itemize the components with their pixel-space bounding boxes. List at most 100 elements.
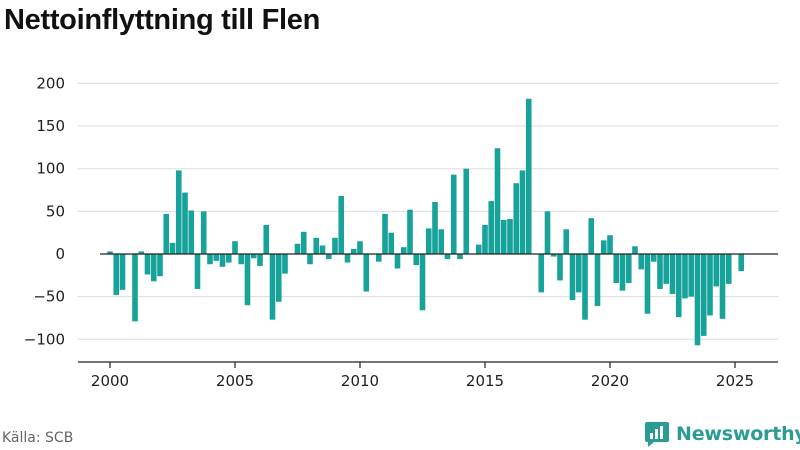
bar <box>619 254 626 291</box>
x-tick-label: 2020 <box>591 372 629 390</box>
bar <box>400 247 407 254</box>
bar <box>163 213 170 254</box>
bar <box>475 244 482 254</box>
bars <box>107 98 745 346</box>
bar <box>275 254 282 302</box>
bar <box>482 225 488 254</box>
bar <box>388 232 395 254</box>
bar <box>419 254 426 311</box>
bar <box>432 201 438 254</box>
bar <box>238 254 245 265</box>
bar <box>232 241 238 254</box>
bar <box>157 254 163 277</box>
bar <box>644 254 651 314</box>
bar <box>669 254 676 295</box>
bar <box>350 248 357 254</box>
bar <box>394 254 401 269</box>
bar <box>325 254 332 260</box>
bar <box>194 254 201 289</box>
bar <box>269 254 276 320</box>
bar <box>425 228 432 254</box>
bar <box>138 251 145 254</box>
bar <box>513 183 520 254</box>
bar <box>582 254 588 320</box>
bar <box>150 254 157 282</box>
bar <box>169 242 176 254</box>
bar <box>563 229 570 254</box>
bar <box>675 254 682 318</box>
bar <box>244 254 251 306</box>
axes: 200 150 100 50 0 −50 −100 2000 2005 2010 2015 2020 2… <box>24 74 778 390</box>
bar <box>407 209 413 254</box>
bar <box>575 254 582 293</box>
bar <box>525 98 532 254</box>
bar <box>694 254 701 346</box>
x-tick-label: 2010 <box>341 372 379 390</box>
newsworthy-logo-icon <box>645 422 669 447</box>
bar <box>113 254 120 295</box>
bar <box>382 213 388 254</box>
bar <box>719 254 726 319</box>
bar <box>713 254 720 287</box>
bar <box>332 237 338 254</box>
bar <box>607 235 613 254</box>
bar <box>413 254 420 266</box>
y-tick-label: −50 <box>33 288 65 306</box>
x-tick-label: 2025 <box>716 372 754 390</box>
bar <box>625 254 632 283</box>
bar <box>213 254 220 261</box>
bar <box>450 174 457 254</box>
bar <box>657 254 663 289</box>
bar <box>682 254 688 299</box>
newsworthy-logo[interactable]: Newsworthy <box>644 420 800 448</box>
bar <box>663 254 670 284</box>
newsworthy-logo-text: Newsworthy <box>676 423 800 445</box>
bar <box>688 254 695 297</box>
y-tick-label: −100 <box>24 330 65 348</box>
bar <box>500 219 507 254</box>
bar <box>632 246 638 254</box>
bar <box>638 254 645 270</box>
bar <box>444 254 451 260</box>
bar <box>132 254 138 322</box>
bar <box>263 225 270 254</box>
bar <box>250 254 257 259</box>
y-tick-label: 150 <box>36 117 65 135</box>
source-note: Källa: SCB <box>2 430 74 446</box>
bar <box>207 254 213 265</box>
bar <box>375 254 382 262</box>
bar <box>600 240 607 254</box>
bar <box>107 251 113 254</box>
bar <box>282 254 288 274</box>
bar <box>344 254 351 263</box>
bar <box>700 254 707 336</box>
bar <box>363 254 370 292</box>
bar <box>307 254 313 265</box>
x-tick-label: 2005 <box>216 372 254 390</box>
bar <box>219 254 226 267</box>
bar <box>338 196 345 254</box>
bar <box>313 237 320 254</box>
bar <box>294 243 301 254</box>
bar <box>488 201 495 254</box>
bar <box>538 254 545 293</box>
bar <box>650 254 657 262</box>
x-tick-label: 2015 <box>466 372 504 390</box>
chart-title: Nettoinflyttning till Flen <box>4 4 320 36</box>
bar <box>438 229 445 254</box>
bar <box>144 254 151 275</box>
bar <box>175 170 182 254</box>
bar <box>544 211 551 254</box>
bar <box>257 254 263 266</box>
y-tick-label: 100 <box>36 160 65 178</box>
bar <box>707 254 713 316</box>
bar <box>557 254 563 281</box>
bar <box>519 170 526 254</box>
bar <box>188 210 195 254</box>
bar <box>200 211 207 254</box>
bar <box>300 231 307 254</box>
y-tick-label: 200 <box>36 74 65 92</box>
y-tick-label: 50 <box>46 202 65 220</box>
y-tick-label: 0 <box>55 245 65 263</box>
